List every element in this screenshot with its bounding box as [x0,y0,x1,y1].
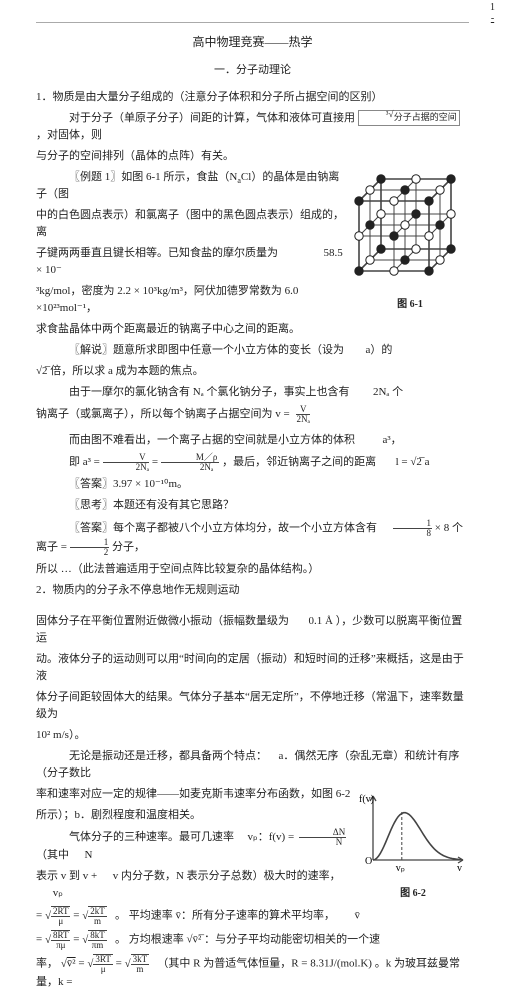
svg-text:O: O [365,856,372,867]
solid-l2: 动。液体分子的运动则可以用“时间向的定居（振动）和短时间的迁移”来概括，这是由于… [36,651,469,685]
para-1b: 对于分子（单原子分子）间距的计算，气体和液体可直接用 ³√ 分子占据的空间 ，对… [36,110,469,144]
sol-l5: 而由图不难看出，一个离子占据的空间就是小立方体的体积 a³， [36,432,469,449]
answer2: 〖答案〗每个离子都被八个小立方体均分，故一个小立方体含有 1 8 × 8 个离子… [36,519,469,557]
maxwell-curve-svg: f(v) v vₚ O [357,788,469,878]
para2: 2．物质内的分子永不停息地作无规则运动 [36,582,469,599]
pnum-top: 1 [490,2,495,13]
p1b-b: ，对固体，则 [36,129,102,141]
svg-text:f(v): f(v) [359,794,374,805]
sol-l2: √2̅ 倍，所以求 a 成为本题的焦点。 [36,363,469,380]
vib-l1: 无论是振动还是迁移，都具备两个特点： a．偶然无序（杂乱无章）和统计有序（分子数… [36,748,469,782]
crystal-cube-svg [351,171,469,289]
sol-l4: 钠离子（或氯离子），所以每个钠离子占据空间为 v = V 2Nₐ [36,405,469,424]
figure-6-2: f(v) v vₚ O 图 6-2 [357,788,469,902]
p1b-box: 分子占据的空间 [394,112,457,122]
pnum-bot: - [490,13,495,24]
answer1: 〖答案〗3.97 × 10⁻¹⁰m。 [36,476,469,493]
svg-text:v: v [457,863,462,874]
speed-l4: = √ 8RT πμ = √ 8kT πm 。 方均根速率 √v̄²̅ ：与分子… [36,930,469,950]
p1b-a: 对于分子（单原子分子）间距的计算，气体和液体可直接用 [69,112,355,124]
think: 〖思考〗本题还有没有其它思路？ [36,497,469,514]
ex1-l5: 求食盐晶体中两个距离最近的钠离子中心之间的距离。 [36,321,469,338]
speed-l5: 率， √v̄² = √ 3RT μ = √ 3kT m （其中 R 为普适气体恒… [36,954,469,991]
fig62-caption: 图 6-2 [357,886,469,902]
speed-l3: = √ 2RT μ = √ 2kT m 。 平均速率 v̄：所有分子速率的算术平… [36,906,469,926]
page-title: 高中物理竞赛——热学 [36,33,469,52]
top-rule [36,22,469,23]
solid-l1: 固体分子在平衡位置附近做微小振动（振幅数量级为 0.1 Å ），少数可以脱离平衡… [36,613,469,647]
fig61-caption: 图 6-1 [351,297,469,313]
sol-l3: 由于一摩尔的氯化钠含有 Nₐ 个氯化钠分子，事实上也含有 2Nₐ 个 [36,384,469,401]
svg-text:vₚ: vₚ [396,863,405,874]
so-line: 所以 …（此法普遍适用于空间点阵比较复杂的晶体结构。） [36,561,469,578]
page-number: 1 - [490,2,495,24]
para-1c: 与分子的空间排列（晶体的点阵）有关。 [36,148,469,165]
para-1: 1．物质是由大量分子组成的（注意分子体积和分子所占据空间的区别） [36,89,469,106]
solid-l4: 10² m/s）。 [36,727,469,744]
sol-l1: 〖解说〗题意所求即图中任意一个小立方体的变长（设为 a）的 [36,342,469,359]
solid-l3: 体分子间距较固体大的结果。气体分子基本“居无定所”，不停地迁移（常温下，速率数量… [36,689,469,723]
sol-l6: 即 a³ = V 2Nₐ = M／ρ 2Nₐ ，最后，邻近钠离子之间的距离 l … [36,453,469,472]
section-title: 一．分子动理论 [36,62,469,79]
figure-6-1: 图 6-1 [351,171,469,313]
